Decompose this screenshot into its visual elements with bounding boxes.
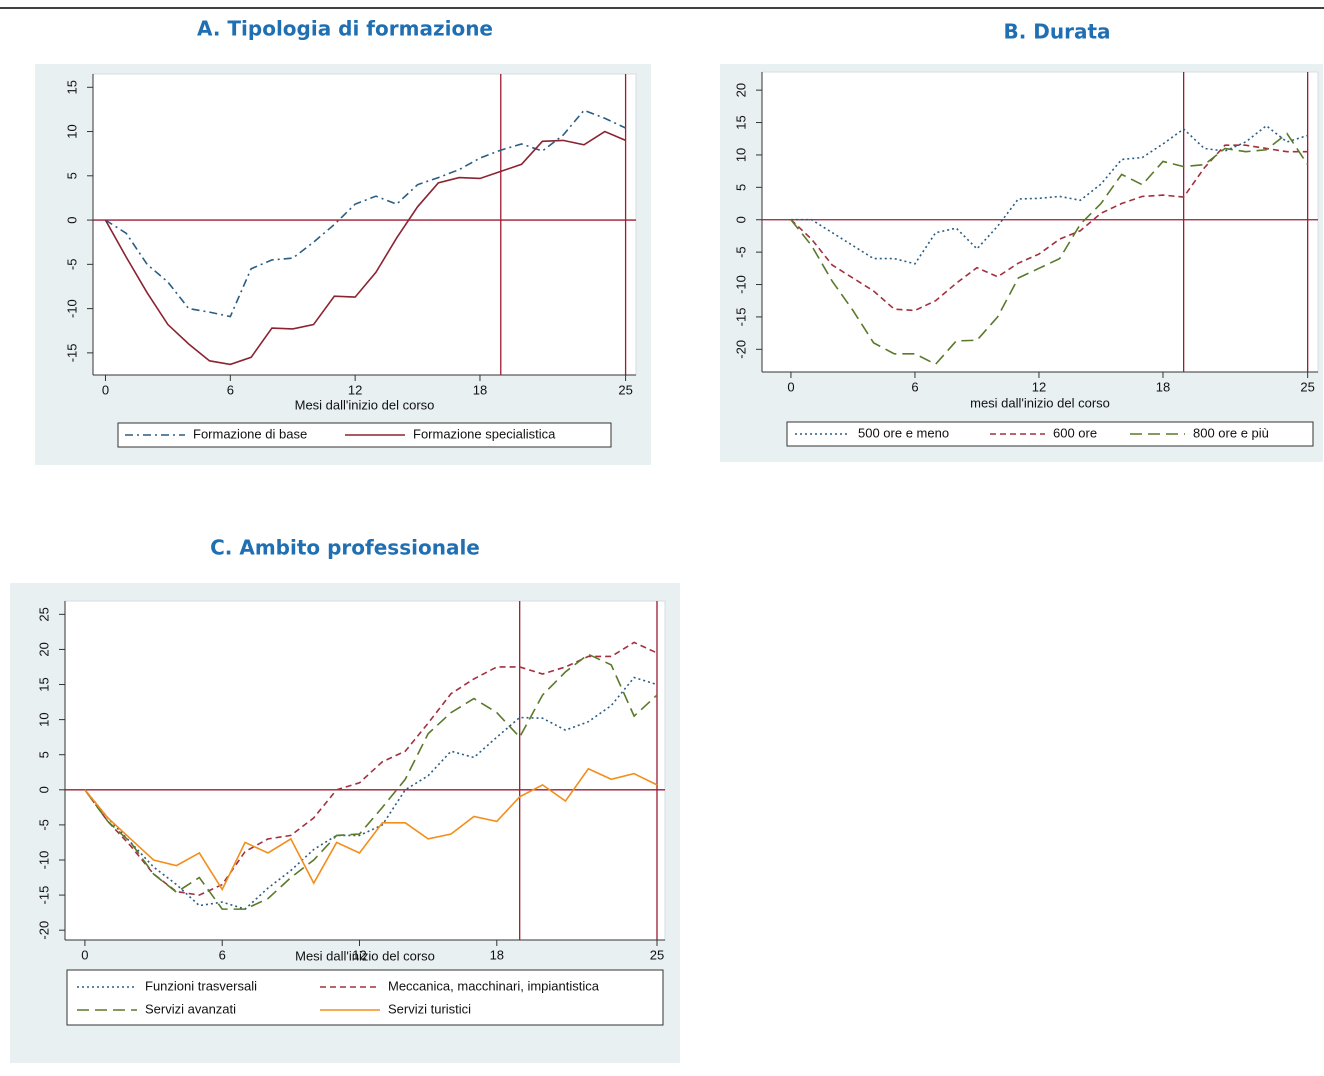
y-tick-label: 5: [36, 751, 51, 758]
y-tick-label: -15: [36, 886, 51, 905]
y-tick-label: -15: [733, 308, 748, 327]
chart-title: B. Durata: [1003, 20, 1110, 44]
x-tick-label: 12: [348, 382, 362, 397]
y-tick-label: -20: [36, 921, 51, 940]
legend-label: Servizi turistici: [388, 1001, 471, 1016]
x-tick-label: 25: [618, 382, 632, 397]
x-tick-label: 25: [650, 947, 664, 962]
legend-label: Formazione di base: [193, 426, 307, 441]
y-tick-label: 0: [733, 216, 748, 223]
y-tick-label: 10: [36, 712, 51, 726]
plot-area: [64, 600, 666, 941]
series-line: [105, 109, 626, 318]
y-tick-label: 20: [36, 642, 51, 656]
series-line: [84, 767, 658, 892]
x-tick-label: 18: [490, 947, 504, 962]
y-tick-label: -5: [64, 259, 79, 271]
y-tick-label: 15: [733, 115, 748, 129]
y-tick-label: 0: [64, 216, 79, 223]
series-line: [84, 653, 658, 910]
y-tick-label: -15: [64, 343, 79, 362]
y-tick-label: -10: [733, 275, 748, 294]
y-tick-label: 25: [36, 607, 51, 621]
x-axis-label: mesi dall'inizio del corso: [970, 395, 1110, 410]
x-tick-label: 6: [219, 947, 226, 962]
y-tick-label: -10: [64, 299, 79, 318]
legend-label: 800 ore e più: [1193, 425, 1269, 440]
legend-box: [66, 969, 664, 1026]
x-tick-label: 18: [1156, 379, 1170, 394]
x-tick-label: 6: [911, 379, 918, 394]
y-tick-label: 20: [733, 83, 748, 97]
y-tick-label: 0: [36, 786, 51, 793]
legend-label: Formazione specialistica: [413, 426, 556, 441]
legend-label: 600 ore: [1053, 425, 1097, 440]
plot-area: [92, 73, 637, 376]
y-tick-label: 5: [733, 184, 748, 191]
x-tick-label: 6: [227, 382, 234, 397]
x-tick-label: 12: [352, 947, 366, 962]
y-tick-label: -5: [36, 819, 51, 831]
chart-title: A. Tipologia di formazione: [197, 17, 493, 41]
y-tick-label: -5: [733, 246, 748, 258]
plot-area: [761, 71, 1319, 373]
legend-label: Servizi avanzati: [145, 1001, 236, 1016]
series-line: [84, 641, 658, 896]
x-tick-label: 25: [1300, 379, 1314, 394]
series-line: [790, 132, 1309, 366]
y-tick-label: 10: [733, 148, 748, 162]
y-tick-label: -20: [733, 340, 748, 359]
y-tick-label: 15: [36, 677, 51, 691]
x-axis-label: Mesi dall'inizio del corso: [295, 948, 435, 963]
x-tick-label: 12: [1032, 379, 1046, 394]
y-tick-label: 5: [64, 172, 79, 179]
x-tick-label: 0: [102, 382, 109, 397]
legend-label: 500 ore e meno: [858, 425, 949, 440]
chart-title: C. Ambito professionale: [210, 536, 480, 560]
legend-box: [786, 421, 1314, 447]
series-line: [104, 130, 626, 366]
x-tick-label: 0: [787, 379, 794, 394]
y-tick-label: -10: [36, 851, 51, 870]
legend-label: Meccanica, macchinari, impiantistica: [388, 978, 600, 993]
x-tick-label: 18: [473, 382, 487, 397]
y-tick-label: 15: [64, 80, 79, 94]
x-axis-label: Mesi dall'inizio del corso: [295, 397, 435, 412]
x-tick-label: 0: [81, 947, 88, 962]
y-tick-label: 10: [64, 124, 79, 138]
series-line: [790, 144, 1308, 312]
legend-label: Funzioni trasversali: [145, 978, 257, 993]
